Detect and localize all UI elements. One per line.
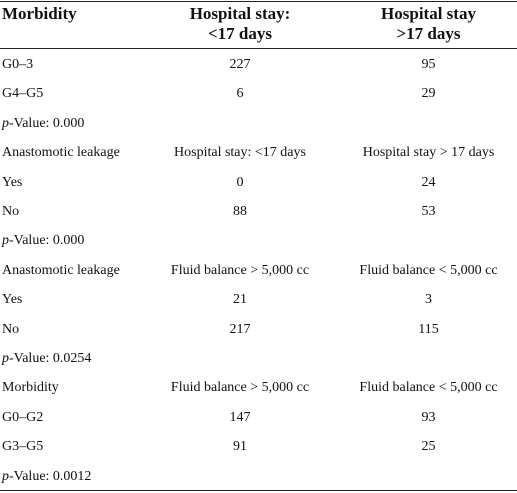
header-line: Hospital stay	[381, 4, 476, 23]
table-cell: 217	[229, 321, 251, 337]
table-cell: 25	[421, 439, 436, 455]
table-cell: Fluid balance < 5,000 cc	[359, 380, 498, 396]
table-cell: No	[2, 204, 20, 219]
header-cell: Morbidity	[2, 4, 77, 24]
p-symbol: p	[2, 233, 9, 249]
table-cell: 91	[233, 439, 247, 455]
table-cell: 95	[421, 57, 436, 72]
table-cell: 21	[233, 292, 247, 308]
header-cell: Hospital stay >17 days	[340, 4, 517, 44]
table-cell: 0	[236, 174, 244, 190]
table-cell: Fluid balance > 5,000 cc	[170, 380, 310, 396]
header-line: Hospital stay:	[189, 4, 291, 23]
table-cell: G4–G5	[2, 86, 44, 102]
p-value: p-Value: 0.0012	[2, 468, 91, 486]
p-text: -Value: 0.0012	[9, 468, 92, 484]
table-cell: 24	[421, 174, 436, 190]
p-text: -Value: 0.000	[9, 115, 85, 131]
table-cell: Morbidity	[2, 380, 59, 396]
p-value: p-Value: 0.000	[2, 115, 84, 133]
header-line: >17 days	[396, 24, 461, 43]
table-cell: Yes	[2, 174, 23, 190]
p-text: -Value: 0.0254	[9, 351, 92, 366]
header-line: <17 days	[207, 24, 272, 43]
table-cell: Hospital stay > 17 days	[362, 145, 495, 161]
table-cell: 53	[421, 204, 436, 219]
header-line: Morbidity	[2, 4, 77, 23]
table-cell: Anastomotic leakage	[2, 145, 120, 161]
table-cell: Hospital stay: <17 days	[174, 145, 306, 161]
table-cell: 29	[421, 86, 436, 102]
p-text: -Value: 0.000	[9, 233, 85, 249]
table-cell: 115	[418, 321, 439, 337]
table-cell: Fluid balance > 5,000 cc	[170, 262, 310, 278]
table-cell: No	[2, 321, 20, 337]
table-cell: G0–G2	[2, 409, 44, 425]
p-value: p-Value: 0.000	[2, 232, 84, 250]
p-value: p-Value: 0.0254	[2, 350, 91, 368]
table-cell: 3	[425, 292, 432, 308]
table-cell: G0–3	[2, 57, 34, 72]
table-cell: Yes	[2, 292, 23, 308]
header-rule	[0, 48, 517, 49]
p-symbol: p	[2, 351, 9, 366]
table-cell: 227	[229, 57, 251, 72]
p-symbol: p	[2, 468, 9, 484]
table-cell: Fluid balance < 5,000 cc	[359, 262, 498, 278]
table-cell: 88	[233, 204, 247, 219]
table-cell: 93	[421, 409, 436, 425]
table-cell: 147	[229, 409, 251, 425]
table-cell: 6	[236, 86, 244, 102]
table-cell: G3–G5	[2, 439, 44, 455]
header-cell: Hospital stay: <17 days	[140, 4, 340, 44]
table-cell: Anastomotic leakage	[2, 262, 120, 278]
bottom-rule	[0, 490, 517, 491]
top-rule	[0, 1, 517, 2]
p-symbol: p	[2, 115, 9, 131]
